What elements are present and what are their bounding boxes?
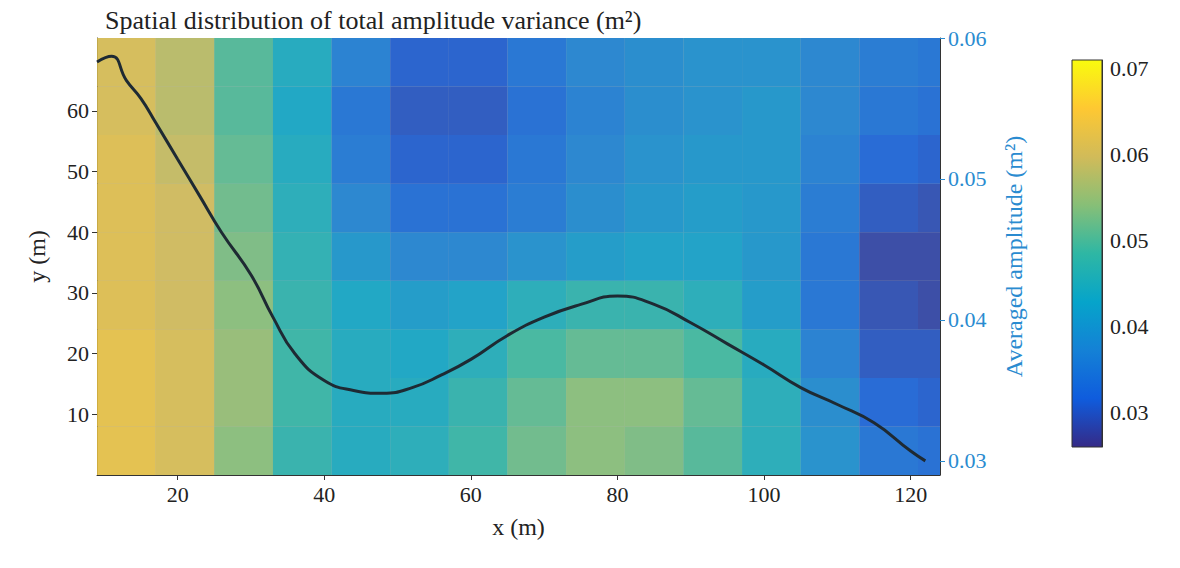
svg-text:Spatial distribution of total: Spatial distribution of total amplitude …: [105, 6, 641, 35]
svg-text:0.03: 0.03: [1110, 400, 1149, 425]
svg-text:0.07: 0.07: [1110, 56, 1149, 81]
svg-text:120: 120: [894, 482, 927, 507]
svg-text:100: 100: [748, 482, 781, 507]
svg-text:0.03: 0.03: [948, 448, 987, 473]
svg-text:40: 40: [67, 220, 89, 245]
svg-text:40: 40: [313, 482, 335, 507]
svg-text:80: 80: [606, 482, 628, 507]
svg-text:0.06: 0.06: [1110, 142, 1149, 167]
svg-text:y (m): y (m): [24, 230, 50, 283]
svg-text:0.05: 0.05: [948, 166, 987, 191]
svg-text:20: 20: [67, 341, 89, 366]
svg-text:0.04: 0.04: [1110, 314, 1149, 339]
svg-text:20: 20: [167, 482, 189, 507]
svg-text:0.06: 0.06: [948, 26, 987, 51]
svg-text:30: 30: [67, 280, 89, 305]
svg-text:10: 10: [67, 402, 89, 427]
svg-text:50: 50: [67, 159, 89, 184]
svg-text:60: 60: [460, 482, 482, 507]
svg-text:60: 60: [67, 98, 89, 123]
svg-text:x (m): x (m): [492, 514, 545, 540]
svg-text:0.04: 0.04: [948, 307, 987, 332]
svg-text:0.05: 0.05: [1110, 228, 1149, 253]
svg-text:Averaged amplitude (m²): Averaged amplitude (m²): [1001, 136, 1027, 377]
